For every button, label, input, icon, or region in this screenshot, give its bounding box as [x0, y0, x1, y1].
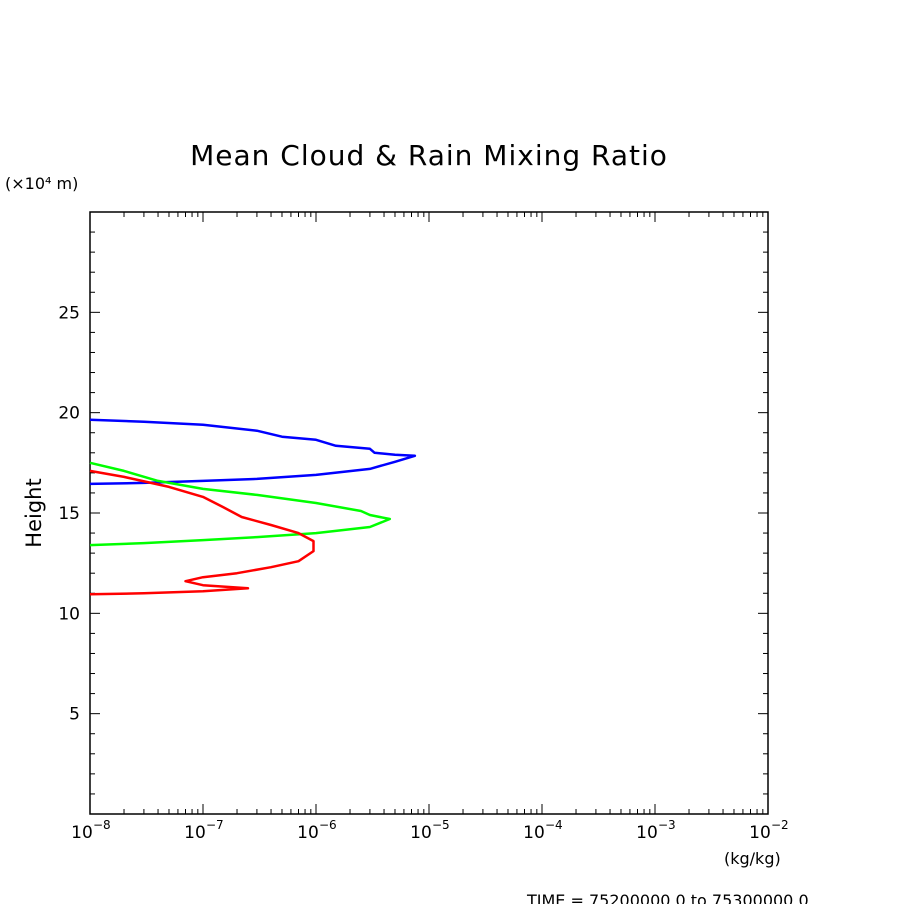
x-tick-base: 10 — [636, 823, 658, 843]
y-tick-label: 25 — [58, 303, 80, 323]
x-tick-exponent: −5 — [432, 818, 450, 832]
x-tick-exponent: −2 — [771, 818, 789, 832]
series-line-1 — [89, 418, 417, 486]
y-tick-label: 5 — [69, 705, 80, 725]
plot-frame — [89, 211, 769, 815]
x-tick-label: 10 −7 — [184, 818, 224, 843]
x-tick-exponent: −6 — [319, 818, 337, 832]
y-tick-label: 10 — [58, 604, 80, 624]
x-tick-base: 10 — [410, 823, 432, 843]
x-tick-base: 10 — [523, 823, 545, 843]
x-tick-base: 10 — [71, 823, 93, 843]
x-tick-exponent: −4 — [545, 818, 563, 832]
x-tick-label: 10 −8 — [71, 818, 111, 843]
y-axis-label: Height — [22, 478, 46, 547]
chart-title: Mean Cloud & Rain Mixing Ratio — [190, 139, 668, 172]
series-line-2 — [89, 461, 392, 547]
y-unit-label: (×10⁴ m) — [5, 174, 78, 193]
x-tick-base: 10 — [184, 823, 206, 843]
series-layer — [89, 418, 417, 596]
x-tick-exponent: −8 — [93, 818, 111, 832]
x-tick-label: 10 −6 — [297, 818, 337, 843]
x-tick-exponent: −7 — [206, 818, 224, 832]
x-tick-label: 10 −4 — [523, 818, 563, 843]
y-tick-label: 15 — [58, 504, 80, 524]
x-tick-label: 10 −3 — [636, 818, 676, 843]
x-tick-base: 10 — [297, 823, 319, 843]
time-label: TIME = 75200000.0 to 75300000.0 — [526, 891, 809, 904]
x-tick-base: 10 — [749, 823, 771, 843]
x-tick-label: 10 −5 — [410, 818, 450, 843]
x-tick-exponent: −3 — [658, 818, 676, 832]
x-tick-label: 10 −2 — [749, 818, 789, 843]
series-line-3 — [89, 469, 315, 596]
x-unit-label: (kg/kg) — [724, 849, 781, 868]
y-tick-label: 20 — [58, 404, 80, 424]
